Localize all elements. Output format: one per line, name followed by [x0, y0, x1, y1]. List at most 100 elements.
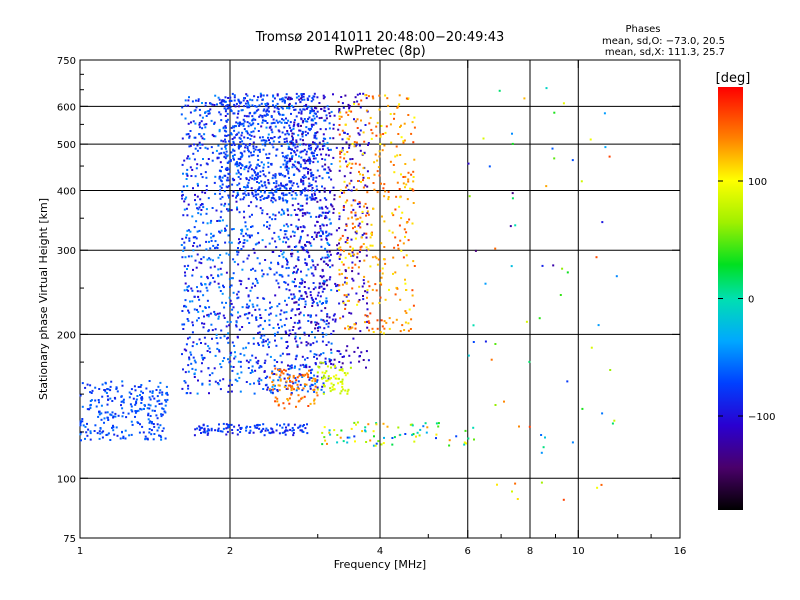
data-point: [399, 433, 402, 436]
data-point: [157, 426, 160, 429]
data-point: [116, 434, 119, 437]
data-point: [322, 137, 325, 140]
data-point: [297, 168, 300, 171]
data-point: [410, 318, 413, 321]
data-point: [224, 105, 227, 108]
data-point: [340, 390, 343, 393]
data-point: [241, 140, 244, 143]
data-point: [278, 196, 281, 199]
data-point: [298, 297, 301, 300]
data-point: [320, 388, 323, 391]
data-point: [232, 142, 235, 145]
data-point: [338, 255, 341, 258]
data-point: [204, 306, 207, 309]
data-point: [257, 123, 260, 125]
data-point: [208, 283, 211, 286]
data-point: [300, 278, 303, 281]
data-point: [224, 229, 227, 232]
data-point: [262, 197, 265, 200]
data-point: [320, 285, 323, 288]
data-point: [309, 387, 312, 390]
data-point: [404, 186, 406, 189]
data-point: [189, 130, 192, 132]
phases-title: Phases: [625, 24, 660, 35]
data-point: [288, 107, 291, 110]
data-point: [281, 107, 284, 110]
data-point: [274, 400, 277, 403]
data-point: [463, 443, 466, 446]
data-point: [296, 387, 299, 390]
data-point: [354, 237, 357, 240]
data-point: [368, 285, 371, 288]
data-point: [205, 248, 208, 251]
data-point: [309, 314, 312, 317]
data-point: [222, 140, 225, 143]
data-point: [361, 173, 364, 176]
data-point: [392, 164, 395, 166]
data-point: [299, 204, 302, 207]
data-point: [282, 194, 285, 197]
data-point: [357, 272, 360, 275]
data-point: [309, 315, 312, 318]
data-point: [220, 329, 223, 332]
data-point: [341, 147, 344, 149]
data-point: [571, 441, 574, 444]
data-point: [302, 108, 305, 111]
data-point: [371, 327, 374, 330]
data-point: [297, 256, 300, 259]
data-point: [190, 175, 193, 177]
data-point: [307, 268, 310, 271]
data-point: [131, 410, 134, 413]
data-point: [106, 403, 109, 406]
data-point: [317, 325, 320, 328]
data-point: [354, 327, 357, 330]
data-point: [249, 236, 251, 239]
data-point: [291, 297, 294, 300]
data-point: [263, 362, 266, 364]
data-point: [277, 129, 280, 132]
data-point: [264, 359, 267, 362]
data-point: [252, 305, 255, 308]
data-point: [318, 102, 321, 104]
data-point: [324, 205, 327, 208]
data-point: [199, 244, 201, 247]
data-point: [246, 228, 249, 231]
data-point: [219, 231, 222, 234]
data-point: [308, 95, 311, 98]
data-point: [202, 158, 204, 160]
data-point: [208, 429, 210, 432]
data-point: [196, 319, 198, 322]
data-point: [307, 158, 310, 161]
data-point: [305, 153, 308, 156]
data-point: [341, 102, 344, 105]
data-point: [249, 164, 252, 167]
data-point: [246, 121, 249, 124]
data-point: [161, 407, 164, 410]
data-point: [223, 107, 226, 110]
data-point: [340, 429, 343, 432]
data-point: [346, 165, 349, 168]
data-point: [278, 211, 281, 214]
data-point: [321, 276, 324, 279]
data-point: [296, 182, 299, 185]
data-point: [190, 255, 193, 258]
data-point: [338, 302, 341, 305]
data-point: [545, 185, 548, 188]
data-point: [240, 134, 243, 137]
data-point: [388, 288, 390, 291]
data-point: [326, 365, 329, 368]
colorbar-tick-label: −100: [748, 412, 775, 423]
data-point: [200, 282, 203, 285]
data-point: [346, 345, 349, 348]
data-point: [93, 430, 96, 432]
data-point: [346, 199, 349, 202]
data-point: [251, 369, 253, 372]
data-point: [309, 385, 312, 388]
data-point: [313, 95, 316, 98]
data-point: [328, 378, 331, 381]
data-point: [187, 155, 190, 158]
data-point: [279, 354, 282, 357]
data-point: [410, 132, 413, 135]
data-point: [382, 258, 385, 261]
